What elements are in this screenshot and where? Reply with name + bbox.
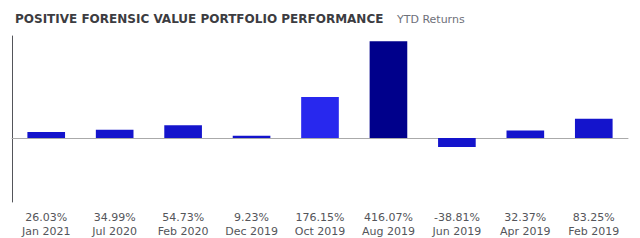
- svg-text:176.15%: 176.15%: [296, 211, 345, 224]
- svg-text:Jul 2020: Jul 2020: [91, 225, 137, 238]
- svg-text:32.37%: 32.37%: [504, 211, 546, 224]
- svg-text:Feb 2019: Feb 2019: [568, 225, 619, 238]
- svg-text:Dec 2019: Dec 2019: [225, 225, 278, 238]
- svg-text:83.25%: 83.25%: [573, 211, 615, 224]
- svg-text:YTD Returns: YTD Returns: [396, 13, 465, 26]
- svg-text:Jan 2021: Jan 2021: [21, 225, 70, 238]
- svg-text:-38.81%: -38.81%: [434, 211, 480, 224]
- svg-text:Feb 2020: Feb 2020: [158, 225, 209, 238]
- svg-text:26.03%: 26.03%: [25, 211, 67, 224]
- svg-text:Jun 2019: Jun 2019: [432, 225, 482, 238]
- svg-text:416.07%: 416.07%: [364, 211, 413, 224]
- svg-text:POSITIVE FORENSIC VALUE PORTFO: POSITIVE FORENSIC VALUE PORTFOLIO PERFOR…: [15, 12, 383, 26]
- svg-text:54.73%: 54.73%: [162, 211, 204, 224]
- svg-text:Apr 2019: Apr 2019: [500, 225, 551, 238]
- svg-text:9.23%: 9.23%: [234, 211, 269, 224]
- svg-text:Aug 2019: Aug 2019: [362, 225, 415, 238]
- svg-text:Oct 2019: Oct 2019: [295, 225, 346, 238]
- svg-text:34.99%: 34.99%: [94, 211, 136, 224]
